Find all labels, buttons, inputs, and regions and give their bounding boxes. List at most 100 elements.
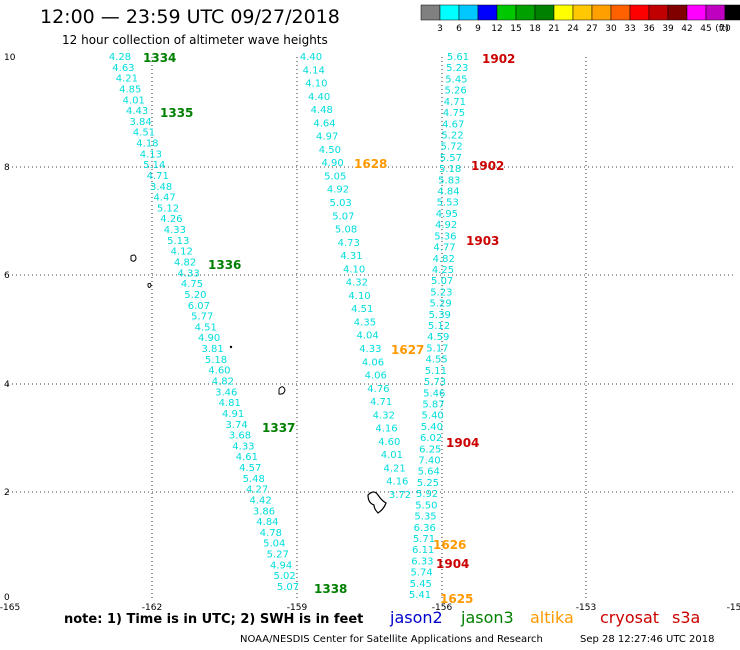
wave-height-value: 4.61 [236,452,258,463]
wave-height-value: 4.28 [109,52,131,63]
wave-height-value: 4.31 [340,251,362,262]
longitude-label: -159 [287,603,308,613]
wave-height-value: 5.45 [410,579,432,590]
wave-height-value: 5.02 [273,571,295,582]
wave-height-value: 5.83 [438,175,460,186]
satellite-label-jason3: jason3 [461,608,514,627]
legend-value: 3 [437,24,443,34]
island-outline [130,254,137,262]
color-scale-legend: 3 6 9 12 15 18 21 24 27 30 33 36 39 42 45 70(ft) [420,4,740,34]
satellite-label-s3a: s3a [672,608,701,627]
wave-height-value: 5.61 [447,52,469,63]
legend-value: 27 [586,24,597,34]
wave-height-value: 5.08 [335,225,357,236]
wave-height-value: 4.92 [435,220,457,231]
pass-labels: 1334 1335 1336 1337 1338 1628 1627 1626 1625 1902… [143,51,515,606]
wave-height-value: 4.92 [327,185,349,196]
legend-value: 9 [475,24,481,34]
longitude-label: -156 [432,603,453,613]
longitude-label: -15 [727,603,740,613]
wave-height-value: 4.82 [174,258,196,269]
wave-height-value: 4.50 [319,145,341,156]
wave-height-value: 4.40 [308,92,330,103]
wave-height-value: 3.74 [225,420,247,431]
wave-height-value: 4.51 [351,304,373,315]
legend-value: 39 [662,24,674,34]
wave-height-value: 5.23 [446,63,468,74]
wave-height-value: 4.32 [346,278,368,289]
wave-height-value: 4.14 [303,65,325,76]
wave-height-value: 4.21 [383,463,405,474]
legend-swatch [686,4,707,21]
wave-height-value: 4.55 [425,355,447,366]
wave-height-value: 4.10 [305,79,327,90]
wave-height-value: 3.84 [129,117,151,128]
pass-label: 1626 [433,538,466,552]
wave-height-value: 6.02 [420,433,442,444]
pass-label: 1336 [208,258,241,272]
wave-height-value: 4.64 [313,118,335,129]
wave-height-value: 3.72 [389,490,411,501]
wave-height-value: 4.48 [311,105,333,116]
legend-value: 24 [567,24,579,34]
wave-height-value: 4.33 [177,268,199,279]
wave-height-value: 5.04 [263,539,285,550]
wave-height-value: 7.40 [418,456,440,467]
wave-height-value: 5.87 [422,399,444,410]
wave-height-value: 5.48 [243,474,265,485]
satellite-label-altika: altika [530,608,574,627]
wave-height-value: 4.43 [126,106,148,117]
legend-value: 42 [681,24,692,34]
wave-height-value: 4.91 [222,409,244,420]
legend-value: 15 [510,24,521,34]
wave-height-value: 5.13 [167,236,189,247]
wave-height-value: 5.40 [421,422,443,433]
pass-label: 1338 [314,582,347,596]
legend-swatch [515,4,536,21]
pass-label: 1902 [482,52,515,66]
legend-value: 6 [456,24,462,34]
wave-height-value: 4.16 [375,424,397,435]
wave-height-value: 5.27 [267,550,289,561]
wave-height-value: 4.81 [219,398,241,409]
pass-label: 1337 [262,421,295,435]
legend-value: 33 [624,24,635,34]
wave-height-value: 5.07 [332,211,354,222]
wave-height-value: 4.10 [348,291,370,302]
wave-height-value: 4.59 [427,332,449,343]
generated-timestamp: Sep 28 12:27:46 UTC 2018 [580,634,715,645]
wave-height-value: 4.77 [433,243,455,254]
wave-height-value: 4.13 [140,149,162,160]
wave-height-value: 4.84 [256,517,278,528]
wave-height-value: 5.41 [409,590,431,601]
wave-height-value: 5.46 [423,388,445,399]
wave-height-value: 4.33 [232,441,254,452]
legend-swatch [724,4,740,21]
wave-height-value: 5.39 [429,310,451,321]
legend-swatch [648,4,669,21]
latitude-label: 0 [4,593,10,603]
wave-height-value: 5.40 [422,411,444,422]
units-note: note: 1) Time is in UTC; 2) SWH is in fe… [64,612,364,627]
wave-height-value: 4.01 [381,450,403,461]
latitude-label: 10 [4,53,16,63]
wave-height-value: 5.64 [418,467,440,478]
legend-swatch [439,4,460,21]
wave-height-value: 5.17 [426,343,448,354]
wave-height-value: 4.04 [357,331,379,342]
pass-label: 1625 [440,592,473,606]
wave-height-value: 4.60 [378,437,400,448]
wave-height-value: 4.97 [316,132,338,143]
wave-height-value: 5.03 [330,198,352,209]
wave-height-value: 4.26 [160,214,182,225]
wave-height-value: 5.36 [434,231,456,242]
wave-height-value: 5.57 [440,153,462,164]
island-outline [147,282,152,288]
wave-height-value: 4.18 [136,139,158,150]
wave-height-value: 4.78 [260,528,282,539]
wave-height-value: 5.45 [445,74,467,85]
island-outline [367,491,387,514]
legend-unit: (ft) [715,24,729,34]
wave-height-value: 4.12 [171,247,193,258]
wave-height-value: 4.21 [116,74,138,85]
